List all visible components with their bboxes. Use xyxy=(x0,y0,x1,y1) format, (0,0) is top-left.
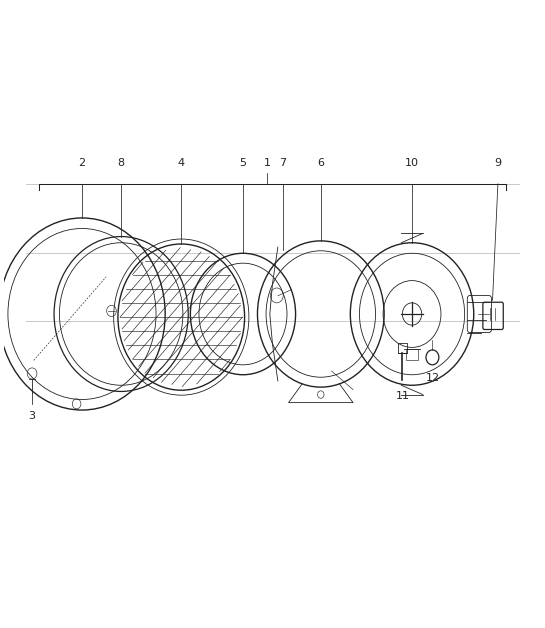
Text: 1: 1 xyxy=(264,158,271,168)
Text: 8: 8 xyxy=(118,158,125,168)
Text: 7: 7 xyxy=(279,158,286,168)
Text: 3: 3 xyxy=(28,411,35,421)
Text: 11: 11 xyxy=(395,391,409,401)
Text: 2: 2 xyxy=(78,158,86,168)
Text: 4: 4 xyxy=(178,158,185,168)
Text: 12: 12 xyxy=(425,373,439,383)
Text: 6: 6 xyxy=(317,158,324,168)
Text: 5: 5 xyxy=(239,158,246,168)
Text: 9: 9 xyxy=(494,158,501,168)
Text: 10: 10 xyxy=(405,158,419,168)
